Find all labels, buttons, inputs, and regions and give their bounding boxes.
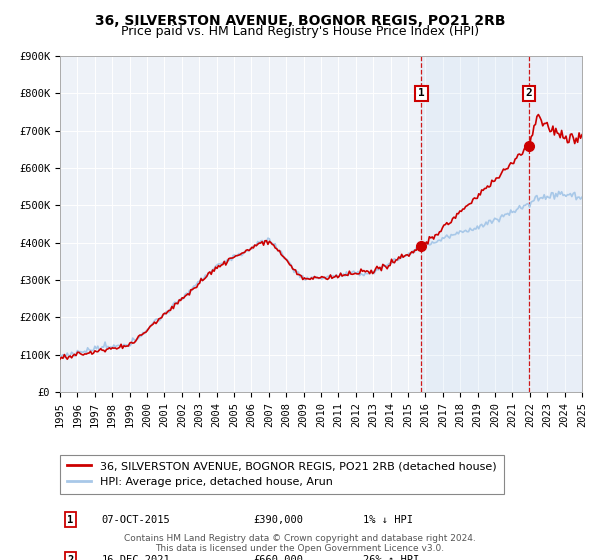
Text: 2: 2 bbox=[526, 88, 532, 99]
Text: 2: 2 bbox=[67, 555, 74, 560]
Text: £390,000: £390,000 bbox=[253, 515, 303, 525]
Text: 36, SILVERSTON AVENUE, BOGNOR REGIS, PO21 2RB: 36, SILVERSTON AVENUE, BOGNOR REGIS, PO2… bbox=[95, 14, 505, 28]
Text: 1: 1 bbox=[67, 515, 74, 525]
Legend: 36, SILVERSTON AVENUE, BOGNOR REGIS, PO21 2RB (detached house), HPI: Average pri: 36, SILVERSTON AVENUE, BOGNOR REGIS, PO2… bbox=[61, 455, 503, 493]
Text: 16-DEC-2021: 16-DEC-2021 bbox=[102, 555, 170, 560]
Bar bbox=[421, 56, 529, 392]
Text: Contains HM Land Registry data © Crown copyright and database right 2024.
This d: Contains HM Land Registry data © Crown c… bbox=[124, 534, 476, 553]
Text: 1% ↓ HPI: 1% ↓ HPI bbox=[363, 515, 413, 525]
Bar bbox=[529, 56, 582, 392]
Text: 1: 1 bbox=[418, 88, 425, 99]
Text: £660,000: £660,000 bbox=[253, 555, 303, 560]
Text: 07-OCT-2015: 07-OCT-2015 bbox=[102, 515, 170, 525]
Text: 26% ↑ HPI: 26% ↑ HPI bbox=[363, 555, 419, 560]
Text: Price paid vs. HM Land Registry's House Price Index (HPI): Price paid vs. HM Land Registry's House … bbox=[121, 25, 479, 38]
